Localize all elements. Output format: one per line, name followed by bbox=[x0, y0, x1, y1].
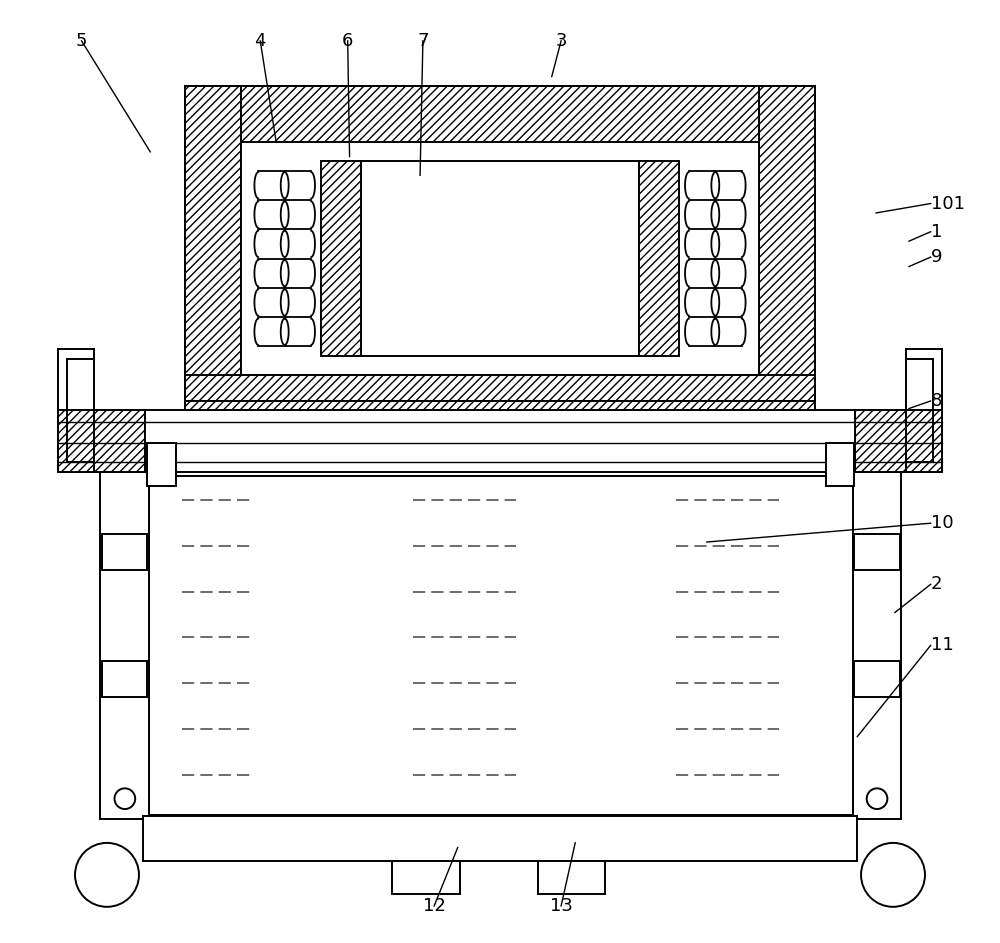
Text: 8: 8 bbox=[931, 392, 942, 410]
Text: 5: 5 bbox=[76, 32, 87, 50]
Bar bbox=[759, 86, 815, 401]
Circle shape bbox=[867, 788, 887, 809]
Text: 2: 2 bbox=[931, 575, 942, 593]
Text: 7: 7 bbox=[417, 32, 429, 50]
Text: 13: 13 bbox=[550, 897, 573, 915]
Circle shape bbox=[115, 788, 135, 809]
Bar bbox=[185, 86, 815, 401]
Bar bbox=[143, 816, 857, 861]
Bar bbox=[185, 86, 815, 142]
Bar bbox=[321, 161, 361, 356]
Bar bbox=[826, 443, 854, 486]
Bar bbox=[185, 374, 815, 401]
Bar bbox=[639, 161, 679, 356]
Bar bbox=[855, 410, 942, 472]
Text: 6: 6 bbox=[342, 32, 353, 50]
Text: 4: 4 bbox=[254, 32, 266, 50]
Bar bbox=[147, 443, 176, 486]
Text: 12: 12 bbox=[423, 897, 446, 915]
Bar bbox=[185, 401, 815, 410]
Circle shape bbox=[75, 843, 139, 907]
Bar bbox=[853, 472, 901, 819]
Bar bbox=[854, 661, 900, 697]
Bar bbox=[102, 535, 147, 571]
Bar bbox=[361, 161, 639, 356]
Text: 9: 9 bbox=[931, 248, 942, 266]
Bar bbox=[538, 861, 605, 894]
Circle shape bbox=[861, 843, 925, 907]
Bar bbox=[854, 535, 900, 571]
Text: 11: 11 bbox=[931, 637, 953, 654]
Bar bbox=[58, 410, 145, 472]
Bar bbox=[392, 861, 460, 894]
Bar bbox=[185, 86, 815, 401]
Bar bbox=[149, 476, 853, 815]
Bar bbox=[102, 661, 147, 697]
Bar bbox=[100, 472, 149, 819]
Text: 3: 3 bbox=[555, 32, 567, 50]
Bar bbox=[58, 410, 942, 472]
Text: 101: 101 bbox=[931, 194, 965, 212]
Bar bbox=[185, 86, 241, 401]
Text: 1: 1 bbox=[931, 223, 942, 240]
Text: 10: 10 bbox=[931, 514, 953, 532]
